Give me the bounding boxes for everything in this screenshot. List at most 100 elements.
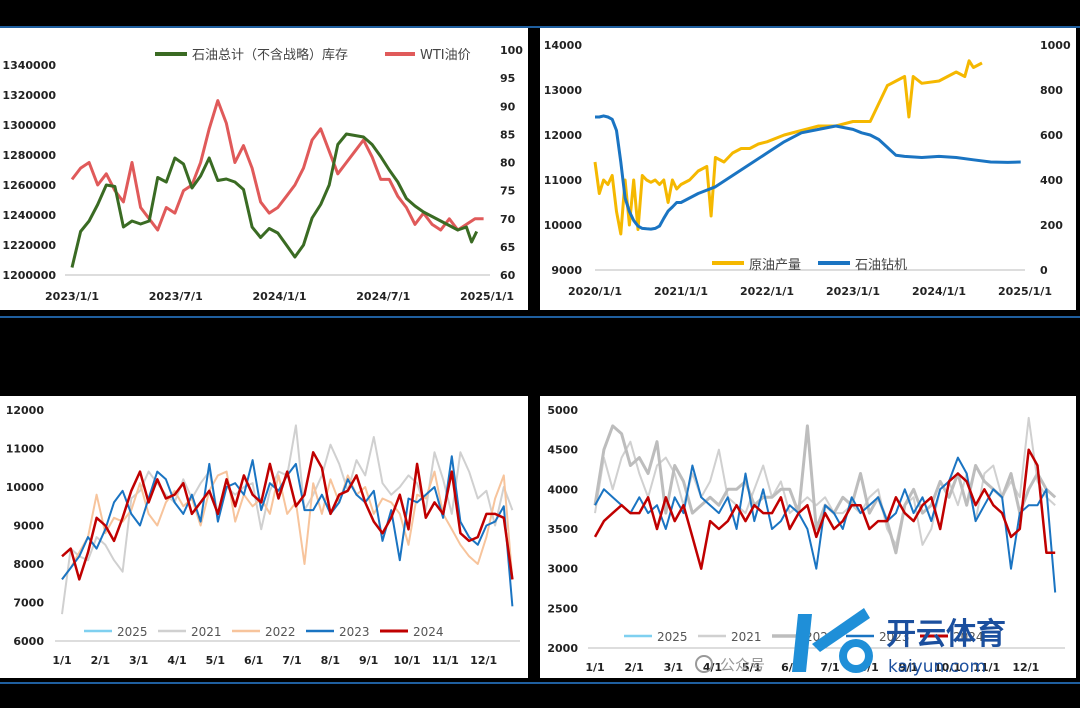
separator-line-bottom bbox=[0, 682, 1080, 684]
x-tick-5: 6/1 bbox=[244, 654, 263, 667]
legend-label-2025: 2025 bbox=[657, 630, 688, 644]
x-tick-8: 9/1 bbox=[899, 661, 918, 674]
x-tick-2: 3/1 bbox=[664, 661, 683, 674]
x-tick-1: 2023/7/1 bbox=[149, 290, 203, 303]
series-line-2024 bbox=[593, 448, 1056, 570]
y-tick-2: 8000 bbox=[13, 558, 44, 571]
x-tick-6: 7/1 bbox=[282, 654, 301, 667]
y-right-tick-2: 400 bbox=[1040, 174, 1063, 187]
legend-label-2022: 2022 bbox=[265, 625, 296, 639]
y-right-tick-3: 600 bbox=[1040, 129, 1063, 142]
chart-panel-seasonal-a: 6000 7000 8000 9000 10000 11000 12000 1/1 2/1 3/… bbox=[0, 396, 528, 678]
y-axis-ticks: 6000 7000 8000 9000 10000 11000 12000 bbox=[6, 404, 45, 648]
series-line-rigs bbox=[595, 114, 1021, 231]
x-tick-4: 2025/1/1 bbox=[460, 290, 514, 303]
y-left-tick-2: 1240000 bbox=[2, 209, 56, 222]
y-left-tick-1: 1220000 bbox=[2, 239, 56, 252]
y-left-tick-3: 12000 bbox=[544, 129, 583, 142]
separator-line-top bbox=[0, 26, 1080, 28]
series-line-2022 bbox=[61, 470, 514, 581]
y-left-tick-0: 1200000 bbox=[2, 269, 56, 282]
y-right-tick-7: 95 bbox=[500, 72, 515, 85]
x-tick-11: 12/1 bbox=[1012, 661, 1039, 674]
legend-label-2021: 2021 bbox=[191, 625, 222, 639]
x-tick-8: 9/1 bbox=[359, 654, 378, 667]
x-tick-9: 10/1 bbox=[394, 654, 421, 667]
x-tick-10: 11/1 bbox=[432, 654, 459, 667]
series-line-production bbox=[593, 59, 983, 236]
y-left-tick-6: 1320000 bbox=[2, 89, 56, 102]
series-line-2024 bbox=[61, 451, 514, 581]
x-tick-2: 3/1 bbox=[129, 654, 148, 667]
y-right-tick-3: 75 bbox=[500, 185, 515, 198]
brand-name: 开云体育 bbox=[886, 617, 1006, 652]
chart-production-rigs: 9000 10000 11000 12000 13000 14000 0 200 400 600… bbox=[544, 39, 1071, 298]
series-line-inventory bbox=[70, 132, 479, 268]
y-tick-4: 4000 bbox=[547, 483, 578, 496]
y-right-tick-4: 800 bbox=[1040, 84, 1063, 97]
y-tick-6: 12000 bbox=[6, 404, 45, 417]
x-tick-10: 11/1 bbox=[973, 661, 1000, 674]
legend: 石油总计（不含战略）库存 WTI油价 bbox=[155, 47, 471, 63]
y-tick-3: 3500 bbox=[547, 523, 578, 536]
y-right-tick-4: 80 bbox=[500, 157, 516, 170]
chart-inventory-wti: 石油总计（不含战略）库存 WTI油价 1200000 1220000 1240000… bbox=[2, 44, 523, 303]
x-tick-4: 2024/1/1 bbox=[912, 285, 966, 298]
series-line-2023 bbox=[594, 456, 1057, 593]
chart-seasonal-a: 6000 7000 8000 9000 10000 11000 12000 1/1 2/1 3/… bbox=[6, 404, 520, 667]
y-tick-0: 6000 bbox=[13, 635, 44, 648]
y-left-tick-4: 13000 bbox=[544, 84, 583, 97]
chart-panel-inventory-wti: 石油总计（不含战略）库存 WTI油价 1200000 1220000 1240000… bbox=[0, 28, 528, 310]
series-line-2021 bbox=[594, 416, 1056, 546]
legend: 原油产量 石油钻机 bbox=[712, 258, 907, 273]
legend-label-2025: 2025 bbox=[117, 625, 148, 639]
x-tick-3: 2023/1/1 bbox=[826, 285, 880, 298]
legend-label-production: 原油产量 bbox=[749, 258, 801, 273]
brand-url: kaiyun.com bbox=[888, 657, 986, 677]
series-lines bbox=[61, 424, 514, 615]
y-left-tick-7: 1340000 bbox=[2, 59, 56, 72]
x-tick-0: 1/1 bbox=[52, 654, 71, 667]
y-left-tick-2: 11000 bbox=[544, 174, 583, 187]
y-tick-2: 3000 bbox=[547, 563, 578, 576]
series-line-2022 bbox=[593, 424, 1057, 555]
y-tick-5: 11000 bbox=[6, 443, 45, 456]
y-tick-5: 4500 bbox=[547, 444, 578, 457]
series-lines bbox=[593, 59, 1021, 236]
x-tick-1: 2021/1/1 bbox=[654, 285, 708, 298]
separator-line-middle bbox=[0, 316, 1080, 318]
y-right-tick-8: 100 bbox=[500, 44, 523, 57]
y-axis-ticks: 2000 2500 3000 3500 4000 4500 5000 bbox=[547, 404, 578, 655]
watermark-graphic: 公众号 开云体育 kaiyun.com bbox=[695, 608, 1006, 677]
series-lines bbox=[70, 99, 484, 268]
watermark: 公众号 开云体育 kaiyun.com bbox=[686, 596, 1078, 684]
watermark-channel-label: 公众号 bbox=[720, 656, 765, 674]
y-right-tick-5: 1000 bbox=[1040, 39, 1071, 52]
legend-label-2024: 2024 bbox=[413, 625, 444, 639]
legend-label-2021: 2021 bbox=[731, 630, 762, 644]
y-right-tick-0: 60 bbox=[500, 269, 516, 282]
series-line-2023 bbox=[61, 455, 514, 607]
x-tick-9: 10/1 bbox=[934, 661, 961, 674]
x-axis-ticks: 1/1 2/1 3/1 4/1 5/1 6/1 7/1 8/1 9/1 10/1 11/1 12/1 bbox=[52, 654, 497, 667]
x-tick-2: 2022/1/1 bbox=[740, 285, 794, 298]
x-tick-6: 7/1 bbox=[820, 661, 839, 674]
y-tick-0: 2000 bbox=[547, 642, 578, 655]
y-right-tick-0: 0 bbox=[1040, 264, 1048, 277]
x-tick-5: 2025/1/1 bbox=[998, 285, 1052, 298]
series-line-2021 bbox=[61, 424, 514, 615]
x-tick-1: 2/1 bbox=[91, 654, 110, 667]
legend: 2025 2021 2022 2023 2024 bbox=[84, 625, 444, 639]
chart-panel-production-rigs: 9000 10000 11000 12000 13000 14000 0 200 400 600… bbox=[540, 28, 1076, 310]
y-left-tick-3: 1260000 bbox=[2, 179, 56, 192]
brand-logo-icon bbox=[792, 608, 873, 673]
y-right-tick-1: 65 bbox=[500, 241, 515, 254]
y-tick-1: 2500 bbox=[547, 602, 578, 615]
legend-label-2023: 2023 bbox=[339, 625, 370, 639]
legend-label-2023: 2023 bbox=[879, 630, 910, 644]
x-axis-ticks: 2020/1/1 2021/1/1 2022/1/1 2023/1/1 2024/1/1… bbox=[568, 285, 1052, 298]
y-left-tick-5: 14000 bbox=[544, 39, 583, 52]
x-tick-0: 2023/1/1 bbox=[45, 290, 99, 303]
x-tick-7: 8/1 bbox=[321, 654, 340, 667]
